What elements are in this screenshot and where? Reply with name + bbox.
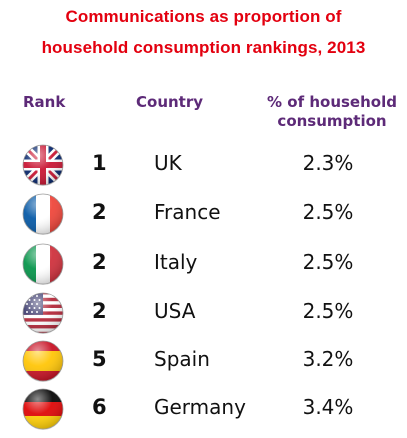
percent-value: 3.2% xyxy=(302,347,354,371)
table-row: 2 Italy 2.5% xyxy=(0,240,407,288)
percent-value: 2.5% xyxy=(302,250,354,274)
table-row: 5 Spain 3.2% xyxy=(0,337,407,385)
country-name: USA xyxy=(154,299,196,323)
table-row: 2 USA 2.5% xyxy=(0,289,407,337)
country-header: Country xyxy=(136,93,204,111)
rank-value: 1 xyxy=(92,151,107,175)
spain-flag-icon xyxy=(22,340,64,382)
rank-header: Rank xyxy=(23,93,66,111)
table-row: 6 Germany 3.4% xyxy=(0,385,407,433)
percent-header-line-2: consumption xyxy=(277,112,387,130)
usa-flag-icon xyxy=(22,292,64,334)
rank-value: 2 xyxy=(92,299,107,323)
france-flag-icon xyxy=(22,193,64,235)
germany-flag-icon xyxy=(22,388,64,430)
table-row: 1 UK 2.3% xyxy=(0,141,407,189)
rank-value: 2 xyxy=(92,250,107,274)
percent-header-line-1: % of household xyxy=(267,93,397,111)
chart-title-line-1: Communications as proportion of xyxy=(65,7,342,26)
country-name: Germany xyxy=(154,395,246,419)
country-name: Spain xyxy=(154,347,210,371)
country-name: Italy xyxy=(154,250,198,274)
rank-value: 6 xyxy=(92,395,107,419)
percent-value: 2.5% xyxy=(302,299,354,323)
table-row: 2 France 2.5% xyxy=(0,190,407,238)
rank-value: 5 xyxy=(92,347,107,371)
country-name: France xyxy=(154,200,221,224)
italy-flag-icon xyxy=(22,243,64,285)
rank-value: 2 xyxy=(92,200,107,224)
percent-value: 2.3% xyxy=(302,151,354,175)
percent-value: 2.5% xyxy=(302,200,354,224)
percent-value: 3.4% xyxy=(302,395,354,419)
uk-flag-icon xyxy=(22,144,64,186)
percent-header: % of household consumption xyxy=(257,93,407,131)
country-name: UK xyxy=(154,151,182,175)
chart-title-line-2: household consumption rankings, 2013 xyxy=(41,38,366,57)
